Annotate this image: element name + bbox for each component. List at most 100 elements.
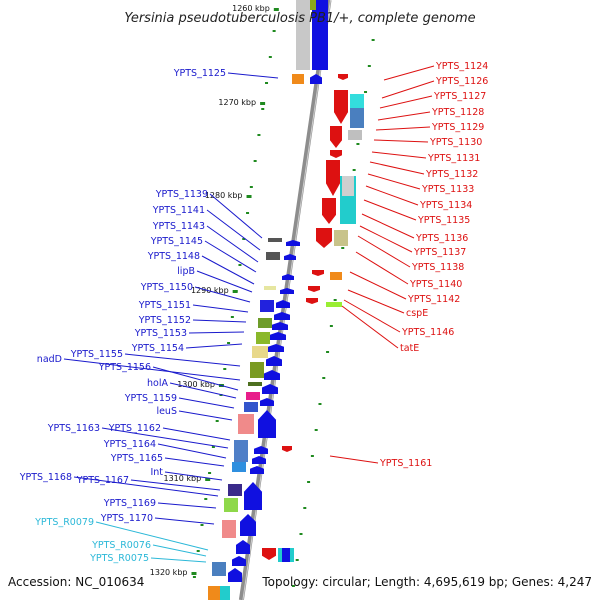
gene-arrow[interactable] bbox=[306, 298, 318, 304]
gene-label-right[interactable]: YPTS_1131 bbox=[427, 153, 480, 164]
gene-block[interactable] bbox=[312, 0, 328, 70]
gene-block[interactable] bbox=[258, 318, 272, 328]
gene-label-left[interactable]: YPTS_1170 bbox=[100, 513, 153, 524]
gene-label-right[interactable]: YPTS_1130 bbox=[429, 137, 482, 148]
gene-label-left[interactable]: YPTS_1143 bbox=[152, 221, 205, 232]
gene-arrow[interactable] bbox=[264, 370, 280, 380]
gene-block[interactable] bbox=[266, 252, 280, 260]
gene-arrow[interactable] bbox=[282, 446, 292, 452]
gene-arrow[interactable] bbox=[330, 150, 342, 158]
gene-label-left[interactable]: YPTS_1150 bbox=[140, 282, 193, 293]
gene-arrow[interactable] bbox=[284, 254, 296, 260]
gene-block[interactable] bbox=[268, 238, 282, 242]
gene-label-right[interactable]: YPTS_1138 bbox=[411, 262, 464, 273]
gene-arrow[interactable] bbox=[322, 198, 336, 224]
gene-arrow[interactable] bbox=[262, 384, 278, 394]
gene-arrow[interactable] bbox=[236, 540, 250, 554]
gene-arrow[interactable] bbox=[276, 300, 290, 308]
gene-block[interactable] bbox=[264, 286, 276, 290]
gene-label-right[interactable]: YPTS_1137 bbox=[413, 247, 466, 258]
gene-block[interactable] bbox=[220, 586, 230, 600]
gene-arrow[interactable] bbox=[232, 556, 246, 566]
gene-arrow[interactable] bbox=[266, 356, 282, 366]
gene-block[interactable] bbox=[232, 462, 246, 472]
gene-label-left[interactable]: YPTS_1152 bbox=[138, 315, 191, 326]
gene-arrow[interactable] bbox=[228, 568, 242, 582]
gene-block[interactable] bbox=[282, 548, 290, 562]
gene-label-left[interactable]: YPTS_1145 bbox=[150, 236, 203, 247]
gene-arrow[interactable] bbox=[260, 398, 274, 406]
gene-block[interactable] bbox=[342, 176, 354, 196]
gene-label-left[interactable]: YPTS_1165 bbox=[110, 453, 163, 464]
gene-block[interactable] bbox=[228, 484, 242, 496]
gene-block[interactable] bbox=[224, 498, 238, 512]
gene-label-right[interactable]: YPTS_1134 bbox=[419, 200, 472, 211]
gene-arrow[interactable] bbox=[250, 466, 264, 474]
gene-block[interactable] bbox=[212, 562, 226, 576]
gene-label-left[interactable]: lipB bbox=[177, 266, 195, 277]
rna-label[interactable]: YPTS_R0076 bbox=[91, 540, 151, 551]
gene-arrow[interactable] bbox=[338, 74, 348, 80]
gene-block[interactable] bbox=[208, 586, 220, 600]
gene-arrow[interactable] bbox=[316, 228, 332, 248]
gene-label-right[interactable]: YPTS_1142 bbox=[407, 294, 460, 305]
gene-label-left[interactable]: YPTS_1162 bbox=[108, 423, 161, 434]
gene-block[interactable] bbox=[296, 0, 310, 70]
gene-arrow[interactable] bbox=[272, 322, 288, 330]
rna-label[interactable]: YPTS_R0079 bbox=[34, 517, 94, 528]
gene-arrow[interactable] bbox=[280, 288, 294, 294]
gene-block[interactable] bbox=[330, 272, 342, 280]
gene-arrow[interactable] bbox=[244, 482, 262, 510]
gene-arrow[interactable] bbox=[326, 160, 340, 196]
gene-label-right[interactable]: cspE bbox=[406, 308, 428, 319]
gene-label-right[interactable]: YPTS_1135 bbox=[417, 215, 470, 226]
gene-arrow[interactable] bbox=[310, 74, 322, 84]
gene-label-right[interactable]: YPTS_1124 bbox=[435, 61, 488, 72]
gene-label-left[interactable]: YPTS_1141 bbox=[152, 205, 205, 216]
gene-block[interactable] bbox=[248, 382, 262, 386]
gene-arrow[interactable] bbox=[258, 410, 276, 438]
gene-label-right[interactable]: YPTS_1128 bbox=[431, 107, 484, 118]
gene-arrow[interactable] bbox=[268, 344, 284, 352]
gene-label-left[interactable]: YPTS_1169 bbox=[103, 498, 156, 509]
gene-label-right[interactable]: YPTS_1132 bbox=[425, 169, 478, 180]
gene-label-left[interactable]: YPTS_1164 bbox=[103, 439, 156, 450]
gene-block[interactable] bbox=[334, 230, 348, 246]
gene-arrow[interactable] bbox=[252, 456, 266, 464]
gene-label-right[interactable]: YPTS_1146 bbox=[401, 327, 454, 338]
gene-label-left[interactable]: YPTS_1167 bbox=[76, 475, 129, 486]
gene-label-right[interactable]: YPTS_1140 bbox=[409, 279, 462, 290]
gene-label-left[interactable]: YPTS_1125 bbox=[173, 68, 226, 79]
gene-label-right[interactable]: tatE bbox=[400, 343, 419, 354]
rna-label[interactable]: YPTS_R0075 bbox=[89, 553, 149, 564]
gene-arrow[interactable] bbox=[274, 312, 290, 320]
gene-label-left[interactable]: YPTS_1148 bbox=[147, 251, 200, 262]
gene-label-left[interactable]: YPTS_1155 bbox=[70, 349, 123, 360]
gene-block[interactable] bbox=[350, 108, 364, 128]
gene-label-left[interactable]: YPTS_1153 bbox=[134, 328, 187, 339]
gene-block[interactable] bbox=[250, 362, 264, 378]
gene-arrow[interactable] bbox=[308, 286, 320, 292]
gene-arrow[interactable] bbox=[312, 270, 324, 276]
gene-label-left[interactable]: leuS bbox=[156, 406, 177, 417]
gene-label-right[interactable]: YPTS_1161 bbox=[379, 458, 432, 469]
gene-arrow[interactable] bbox=[254, 446, 268, 454]
gene-label-right[interactable]: YPTS_1129 bbox=[431, 122, 484, 133]
gene-block[interactable] bbox=[260, 300, 274, 312]
gene-label-left[interactable]: YPTS_1168 bbox=[19, 472, 72, 483]
gene-label-left[interactable]: YPTS_1163 bbox=[47, 423, 100, 434]
gene-arrow[interactable] bbox=[286, 240, 300, 246]
gene-label-left[interactable]: Int bbox=[150, 467, 163, 478]
gene-arrow[interactable] bbox=[240, 514, 256, 536]
gene-label-left[interactable]: YPTS_1139 bbox=[155, 189, 208, 200]
gene-label-left[interactable]: YPTS_1156 bbox=[98, 362, 151, 373]
gene-block[interactable] bbox=[234, 440, 248, 462]
gene-label-left[interactable]: YPTS_1154 bbox=[131, 343, 184, 354]
gene-label-left[interactable]: YPTS_1151 bbox=[138, 300, 191, 311]
gene-label-right[interactable]: YPTS_1136 bbox=[415, 233, 468, 244]
gene-label-left[interactable]: holA bbox=[147, 378, 168, 389]
gene-arrow[interactable] bbox=[262, 548, 276, 560]
gene-block[interactable] bbox=[310, 0, 316, 10]
gene-block[interactable] bbox=[222, 520, 236, 538]
gene-block[interactable] bbox=[252, 346, 268, 358]
